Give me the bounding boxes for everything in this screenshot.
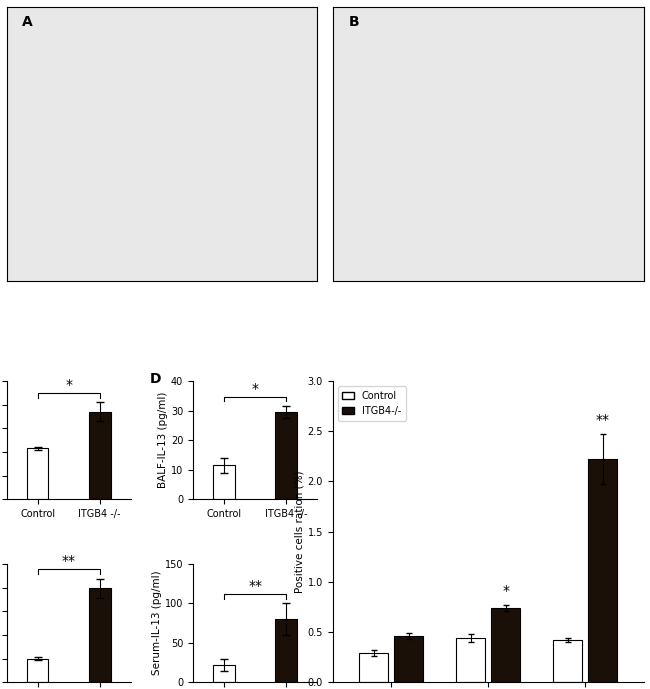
Text: **: ** [595,413,610,427]
Bar [456,638,485,682]
Text: **: ** [62,554,75,568]
Text: **: ** [248,579,262,593]
Legend: Control, ITGB4-/-: Control, ITGB4-/- [337,386,406,420]
Bar [213,665,235,682]
Y-axis label: BALF-IL-13 (pg/ml): BALF-IL-13 (pg/ml) [158,392,168,489]
Y-axis label: Positive cells ration (%): Positive cells ration (%) [294,471,305,593]
Bar [588,460,618,682]
Text: *: * [65,378,72,392]
Y-axis label: Serum-IL-13 (pg/ml): Serum-IL-13 (pg/ml) [152,570,162,675]
Text: B: B [348,15,359,29]
Bar [276,412,297,499]
Text: A: A [22,15,32,29]
Bar [491,608,520,682]
Text: D: D [150,371,161,386]
Bar [276,619,297,682]
Bar [27,449,49,499]
Text: *: * [502,584,509,598]
Text: *: * [252,382,259,395]
Bar [394,636,423,682]
Bar [359,652,388,682]
Bar [89,588,111,682]
Bar [27,659,49,682]
Bar [89,412,111,499]
Bar [553,641,582,682]
Bar [213,465,235,499]
